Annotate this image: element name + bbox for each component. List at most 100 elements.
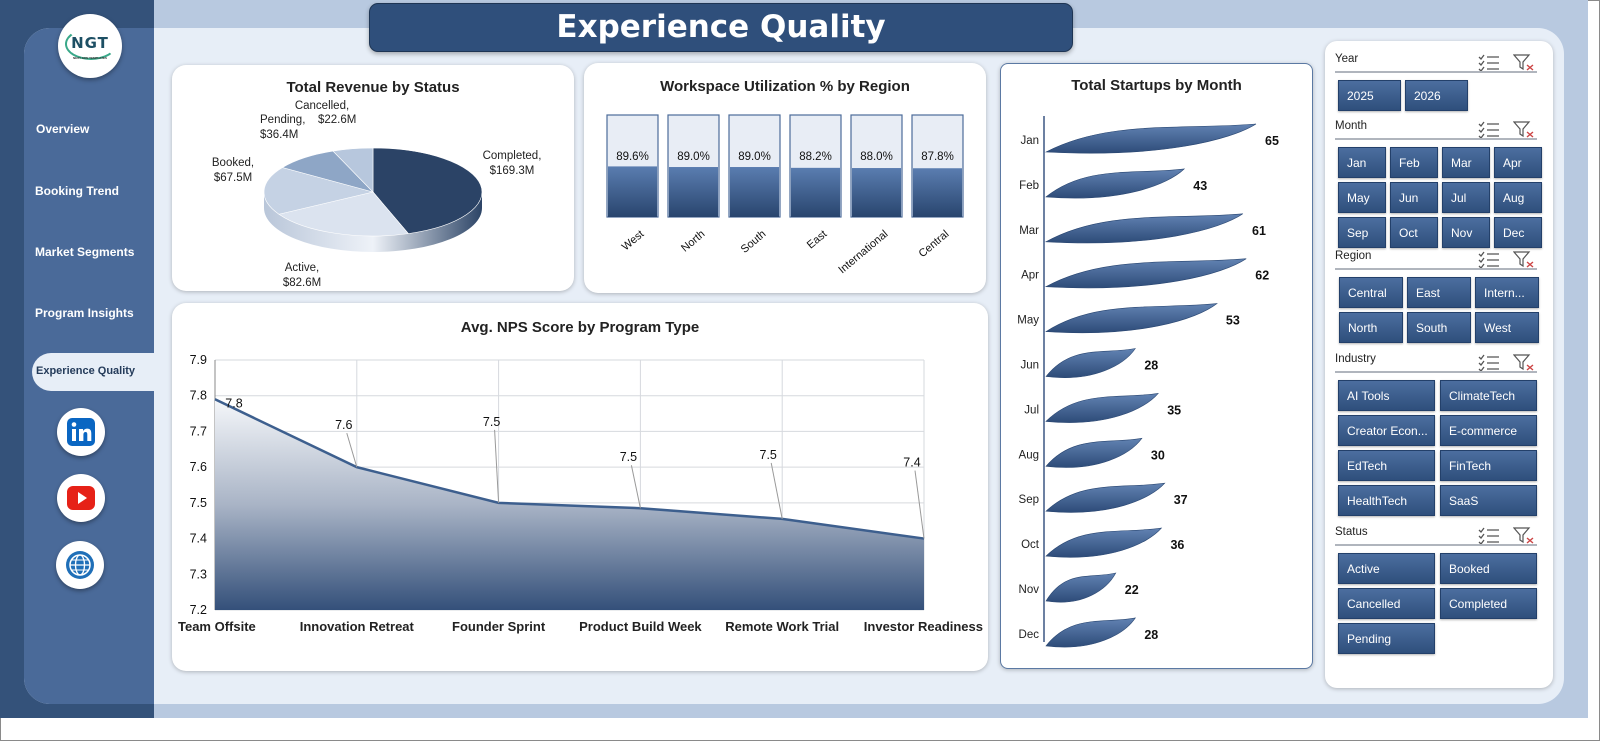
slicer-button[interactable]: FinTech <box>1440 450 1537 481</box>
slicer-button[interactable]: Jun <box>1390 182 1438 213</box>
nav-experience-quality-label: Experience Quality <box>36 365 136 377</box>
youtube-icon[interactable] <box>57 474 105 522</box>
startups-value-label: 36 <box>1170 538 1184 552</box>
utilization-bars: 89.6% West 89.0% North 89.0% South 88.2% East 88… <box>606 114 964 276</box>
slicer-button[interactable]: Aug <box>1494 182 1542 213</box>
nps-area <box>214 398 925 610</box>
globe-icon[interactable] <box>56 541 104 589</box>
startups-bar <box>1044 258 1247 289</box>
nav-experience-quality[interactable]: Experience Quality <box>32 353 154 391</box>
startups-bar <box>1045 348 1136 378</box>
startups-value-label: 22 <box>1125 583 1139 597</box>
slicer-divider <box>1335 544 1537 546</box>
nps-category-label: Innovation Retreat <box>300 619 415 634</box>
utilization-bar <box>913 168 962 217</box>
utilization-value-label: 89.0% <box>738 151 771 163</box>
nav-booking-trend[interactable]: Booking Trend <box>35 184 119 198</box>
multi-select-icon[interactable] <box>1478 353 1500 371</box>
clear-filter-icon[interactable] <box>1513 120 1535 138</box>
clear-filter-icon[interactable] <box>1513 526 1535 544</box>
nps-category-label: Remote Work Trial <box>725 619 839 634</box>
slicer-button[interactable]: 2025 <box>1338 80 1401 111</box>
startups-value-label: 62 <box>1255 269 1269 283</box>
nps-category-label: Investor Readiness <box>864 619 983 634</box>
startups-value-label: 43 <box>1193 179 1207 193</box>
slicer-button[interactable]: Jan <box>1338 147 1386 178</box>
pie-label: Cancelled, <box>295 100 349 112</box>
slicer-divider <box>1335 371 1537 373</box>
globe-glyph <box>66 551 94 579</box>
pie-slice <box>372 147 483 234</box>
slicer-button[interactable]: May <box>1338 182 1386 213</box>
pie-slice <box>332 147 374 193</box>
youtube-glyph <box>67 486 95 510</box>
nps-area-chart: 7.9 7.8 7.7 7.6 7.5 7.4 7.3 7.2 7.8 Team Offsite… <box>178 353 983 634</box>
nps-leader-line <box>630 465 641 509</box>
multi-select-icon[interactable] <box>1478 526 1500 544</box>
multi-select-icon[interactable] <box>1478 120 1500 138</box>
slicer-button[interactable]: SaaS <box>1440 485 1537 516</box>
slicer-button[interactable]: Mar <box>1442 147 1490 178</box>
clear-filter-icon[interactable] <box>1513 53 1535 71</box>
slicer-button[interactable]: ClimateTech <box>1440 380 1537 411</box>
startups-chart-title: Total Startups by Month <box>1071 77 1242 94</box>
slicer-button[interactable]: West <box>1475 312 1539 343</box>
slicer-button[interactable]: Pending <box>1338 623 1435 654</box>
startups-bar <box>1044 123 1257 154</box>
slicer-button[interactable]: Feb <box>1390 147 1438 178</box>
slicer-button[interactable]: Jul <box>1442 182 1490 213</box>
nav-overview[interactable]: Overview <box>36 122 90 136</box>
startups-month-label: Nov <box>1019 584 1040 596</box>
pie-slice <box>263 167 374 215</box>
nps-chart-card: Avg. NPS Score by Program Type 7.9 7.8 7.7… <box>172 303 988 671</box>
revenue-chart-card: Total Revenue by Status Completed, $169.3… <box>172 65 574 291</box>
slicer-button[interactable]: East <box>1407 277 1471 308</box>
slicer-button[interactable]: Completed <box>1440 588 1537 619</box>
nps-y-tick: 7.3 <box>190 567 207 581</box>
pie-value-label: $169.3M <box>490 165 535 177</box>
slicer-title-status: Status <box>1335 526 1368 538</box>
multi-select-icon[interactable] <box>1478 250 1500 268</box>
slicer-button[interactable]: Active <box>1338 553 1435 584</box>
slicer-button[interactable]: AI Tools <box>1338 380 1435 411</box>
startups-bar <box>1045 617 1136 648</box>
slicer-button[interactable]: Creator Econ... <box>1338 415 1435 446</box>
slicer-button[interactable]: Intern... <box>1475 277 1539 308</box>
slicer-button[interactable]: Central <box>1339 277 1403 308</box>
nav-market-segments[interactable]: Market Segments <box>35 245 135 259</box>
slicer-button[interactable]: Nov <box>1442 217 1490 248</box>
slicer-button[interactable]: Cancelled <box>1338 588 1435 619</box>
slicer-button[interactable]: 2026 <box>1405 80 1468 111</box>
nav-program-insights[interactable]: Program Insights <box>35 306 134 320</box>
nps-y-tick: 7.8 <box>190 389 207 403</box>
slicer-button[interactable]: E-commerce <box>1440 415 1537 446</box>
slicer-button[interactable]: Apr <box>1494 147 1542 178</box>
slicer-button[interactable]: Booked <box>1440 553 1537 584</box>
utilization-bar-chart: 89.6% West 89.0% North 89.0% South 88.2% East 88… <box>606 114 964 276</box>
startups-bar <box>1045 482 1166 513</box>
nps-y-tick: 7.9 <box>190 353 207 367</box>
slicer-button[interactable]: HealthTech <box>1338 485 1435 516</box>
startups-value-label: 28 <box>1144 628 1158 642</box>
utilization-chart-card: Workspace Utilization % by Region 89.6% W… <box>584 63 986 293</box>
slicer-button[interactable]: EdTech <box>1338 450 1435 481</box>
utilization-value-label: 88.0% <box>860 151 893 163</box>
linkedin-icon[interactable] <box>57 408 105 456</box>
nps-category-label: Founder Sprint <box>452 619 546 634</box>
slicer-button[interactable]: Sep <box>1338 217 1386 248</box>
clear-filter-icon[interactable] <box>1513 250 1535 268</box>
nps-category-label: Product Build Week <box>579 619 702 634</box>
logo-swoosh <box>65 28 117 60</box>
slicer-button[interactable]: Dec <box>1494 217 1542 248</box>
slicer-button[interactable]: South <box>1407 312 1471 343</box>
utilization-category-label: North <box>679 228 707 254</box>
nps-leader-line <box>770 462 783 520</box>
multi-select-icon[interactable] <box>1478 53 1500 71</box>
startups-bar <box>1045 168 1186 199</box>
nps-y-tick: 7.2 <box>190 603 207 617</box>
startups-bar <box>1044 213 1244 244</box>
slicer-button[interactable]: North <box>1339 312 1403 343</box>
clear-filter-icon[interactable] <box>1513 353 1535 371</box>
slicer-button[interactable]: Oct <box>1390 217 1438 248</box>
startups-month-label: Dec <box>1019 629 1040 641</box>
